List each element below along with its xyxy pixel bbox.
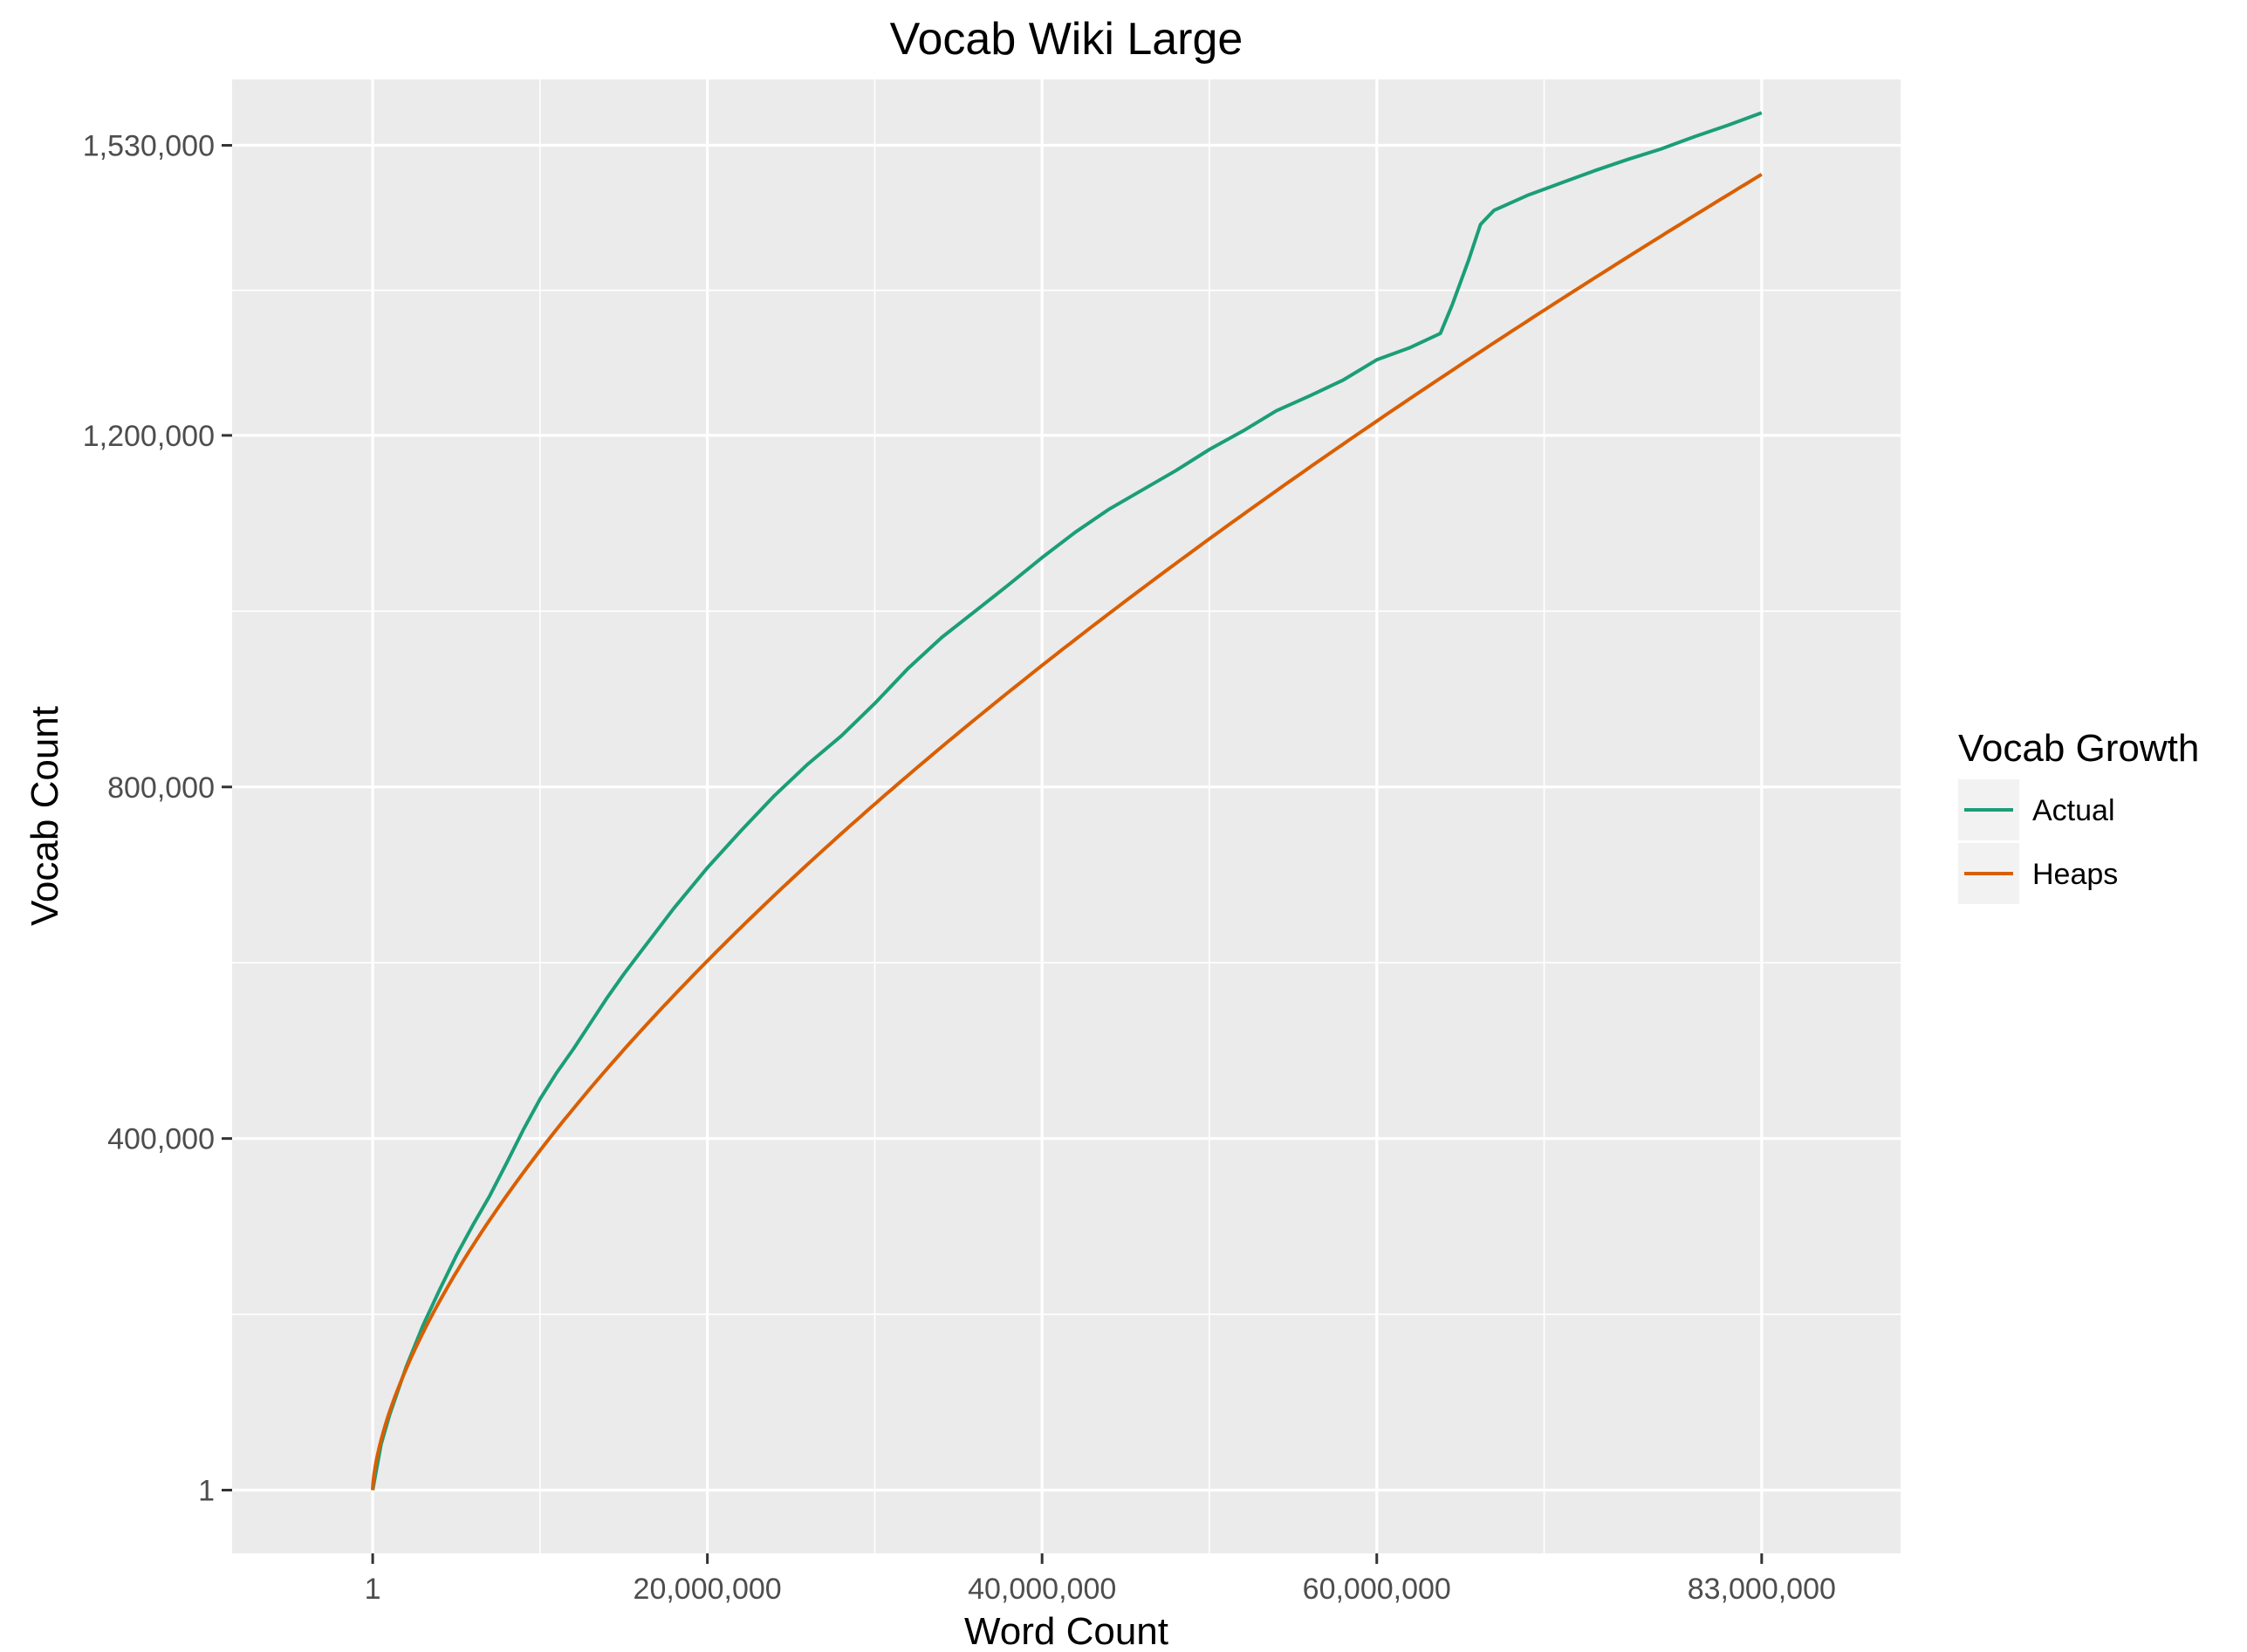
grid-minor: [232, 79, 1901, 1553]
series-layer: [371, 111, 1763, 1491]
y-axis: 1 400,000 800,000 1,200,000 1,530,000: [83, 130, 232, 1507]
series-line-heaps: [371, 173, 1763, 1491]
chart-title: Vocab Wiki Large: [890, 14, 1243, 65]
x-axis: 1 20,000,000 40,000,000 60,000,000 83,000,00…: [365, 1553, 1836, 1606]
y-tick-label: 1: [198, 1474, 215, 1507]
y-axis-title: Vocab Count: [24, 706, 66, 926]
legend: Vocab Growth Actual Heaps: [1958, 727, 2199, 904]
x-tick-label: 1: [365, 1573, 381, 1606]
series-line-actual: [371, 111, 1763, 1491]
x-tick-label: 40,000,000: [968, 1573, 1116, 1606]
legend-label-actual: Actual: [2032, 794, 2115, 827]
y-tick-label: 800,000: [107, 771, 215, 805]
x-tick-label: 20,000,000: [634, 1573, 782, 1606]
y-tick-label: 1,200,000: [83, 420, 215, 453]
y-tick-label: 400,000: [107, 1123, 215, 1156]
plot-panel: [232, 79, 1901, 1553]
legend-title: Vocab Growth: [1958, 727, 2199, 770]
x-tick-label: 83,000,000: [1688, 1573, 1836, 1606]
legend-label-heaps: Heaps: [2032, 858, 2118, 891]
grid-major: [232, 79, 1901, 1553]
x-axis-title: Word Count: [964, 1610, 1168, 1652]
y-tick-label: 1,530,000: [83, 130, 215, 163]
x-tick-label: 60,000,000: [1303, 1573, 1451, 1606]
